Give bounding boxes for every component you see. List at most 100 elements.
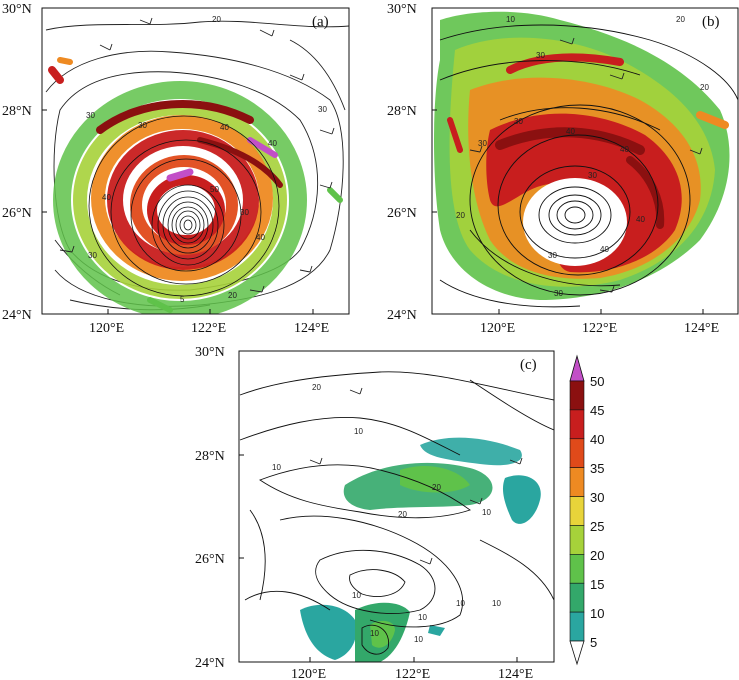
panel-a-ylabel-30n: 30°N (2, 2, 32, 17)
contour-label: 50 (210, 185, 219, 194)
panel-c-ticks (239, 454, 518, 662)
contour-label: 30 (588, 171, 597, 180)
panel-b-contour-labels: 10 20 30 30 40 40 30 40 20 30 40 30 20 3… (456, 15, 709, 298)
panel-c-ylabel-24n: 24°N (195, 656, 225, 671)
colorbar: 50 45 40 35 30 25 20 15 10 5 (569, 354, 604, 666)
contour-label: 30 (240, 208, 249, 217)
panel-b-frame (431, 7, 739, 315)
panel-a-xlabel-120e: 120°E (89, 321, 124, 336)
contour-label: 20 (432, 483, 441, 492)
contour-label: 40 (566, 127, 575, 136)
contour-label: 20 (700, 83, 709, 92)
colorbar-labels: 50 45 40 35 30 25 20 15 10 5 (590, 374, 604, 650)
contour-label: 30 (318, 105, 327, 114)
contour-label: 10 (414, 635, 423, 644)
colorbar-top-triangle (569, 354, 585, 382)
panel-c-ylabel-28n: 28°N (195, 449, 225, 464)
panel-c-tag: (c) (520, 357, 537, 373)
colorbar-label-20: 20 (590, 548, 604, 563)
panel-c-xlabel-120e: 120°E (291, 667, 326, 680)
colorbar-label-10: 10 (590, 606, 604, 621)
contour-label: 20 (212, 15, 221, 24)
contour-label: 40 (636, 215, 645, 224)
panel-a-ylabel-26n: 26°N (2, 206, 32, 221)
contour-label: 10 (482, 508, 491, 517)
panel-c-ylabel-26n: 26°N (195, 552, 225, 567)
contour-label: 30 (138, 121, 147, 130)
colorbar-segment (569, 380, 585, 411)
contour-label: 10 (272, 463, 281, 472)
panel-c-contour-labels: 20 10 10 20 20 10 10 10 10 10 10 10 (272, 383, 501, 644)
colorbar-segment (569, 467, 585, 497)
panel-a-contour-labels: 20 30 40 40 30 30 40 30 30 40 50 20 5 (86, 15, 327, 304)
colorbar-label-30: 30 (590, 490, 604, 505)
contour-label: 10 (506, 15, 515, 24)
colorbar-bottom-triangle (569, 640, 585, 666)
contour-label: 30 (554, 289, 563, 298)
colorbar-segment (569, 525, 585, 555)
panel-b: 10 20 30 30 40 40 30 40 20 30 40 30 20 3… (387, 2, 739, 336)
contour-label: 10 (456, 599, 465, 608)
colorbar-segment (569, 554, 585, 584)
contour-label: 40 (268, 139, 277, 148)
panel-b-ylabel-26n: 26°N (387, 206, 417, 221)
panel-a: 20 30 40 40 30 30 40 30 30 40 50 20 5 (a… (2, 2, 350, 336)
colorbar-segment (569, 582, 585, 613)
contour-label: 30 (548, 251, 557, 260)
contour-label: 30 (514, 117, 523, 126)
colorbar-label-5: 5 (590, 635, 597, 650)
colorbar-label-15: 15 (590, 577, 604, 592)
panel-c-xlabel-124e: 124°E (498, 667, 533, 680)
contour-label: 20 (398, 510, 407, 519)
contour-label: 10 (370, 629, 379, 638)
contour-label: 40 (220, 123, 229, 132)
colorbar-label-40: 40 (590, 432, 604, 447)
panel-c-ylabel-30n: 30°N (195, 345, 225, 360)
panel-b-xlabel-120e: 120°E (480, 321, 515, 336)
contour-label: 5 (180, 295, 185, 304)
colorbar-label-45: 45 (590, 403, 604, 418)
contour-label: 30 (536, 51, 545, 60)
contour-label: 10 (418, 613, 427, 622)
contour-label: 10 (492, 599, 501, 608)
panel-a-tag: (a) (312, 14, 329, 30)
colorbar-segment (569, 438, 585, 468)
contour-label: 10 (354, 427, 363, 436)
panel-c: 20 10 10 20 20 10 10 10 10 10 10 10 (c) … (195, 345, 555, 680)
contour-label: 20 (228, 291, 237, 300)
panel-a-ticks (42, 7, 314, 314)
contour-label: 40 (256, 233, 265, 242)
panel-b-tag: (b) (702, 14, 720, 30)
contour-label: 30 (86, 111, 95, 120)
contour-label: 40 (600, 245, 609, 254)
panel-b-ylabel-24n: 24°N (387, 308, 417, 323)
colorbar-segment (569, 496, 585, 526)
contour-label: 40 (102, 193, 111, 202)
panel-a-field (45, 17, 349, 314)
colorbar-label-25: 25 (590, 519, 604, 534)
panel-a-ylabel-28n: 28°N (2, 104, 32, 119)
panel-b-ylabel-28n: 28°N (387, 104, 417, 119)
contour-label: 10 (352, 591, 361, 600)
contour-label: 30 (88, 251, 97, 260)
contour-label: 20 (676, 15, 685, 24)
panel-b-ticks (432, 109, 704, 314)
panel-c-xlabel-122e: 122°E (395, 667, 430, 680)
colorbar-segment (569, 409, 585, 440)
colorbar-segment (569, 611, 585, 642)
colorbar-label-50: 50 (590, 374, 604, 389)
contour-label: 20 (312, 383, 321, 392)
panel-a-xlabel-122e: 122°E (191, 321, 226, 336)
panel-b-ylabel-30n: 30°N (387, 2, 417, 17)
panel-b-xlabel-124e: 124°E (684, 321, 719, 336)
panel-a-frame (41, 7, 350, 315)
contour-label: 30 (478, 139, 487, 148)
colorbar-label-35: 35 (590, 461, 604, 476)
colorbar-segments (569, 380, 585, 642)
panel-b-xlabel-122e: 122°E (582, 321, 617, 336)
contour-label: 40 (620, 145, 629, 154)
panel-a-ylabel-24n: 24°N (2, 308, 32, 323)
panel-a-xlabel-124e: 124°E (294, 321, 329, 336)
panel-c-frame (238, 350, 555, 663)
